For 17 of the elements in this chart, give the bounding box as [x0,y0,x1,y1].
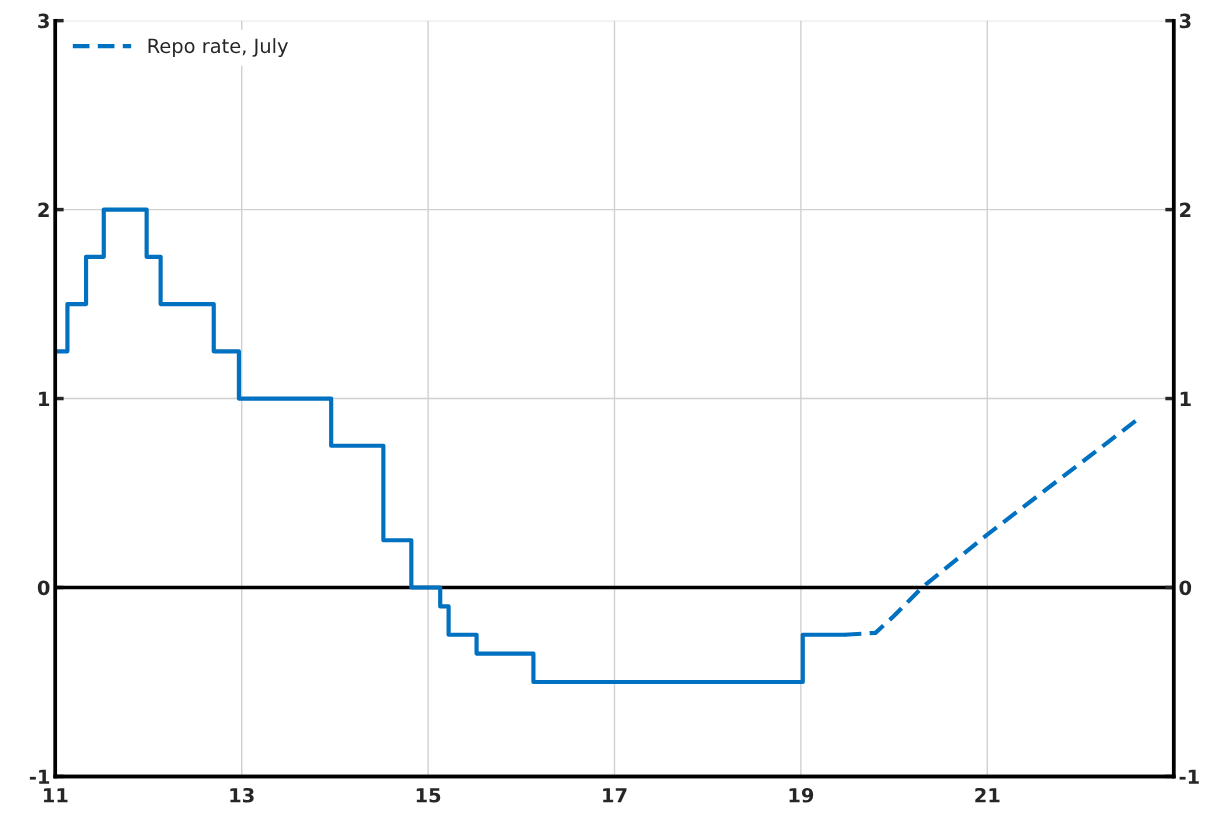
x-tick-label: 19 [789,787,814,803]
y-tick-label: 3 [38,13,49,29]
y2-tick-label: 1 [1180,391,1191,406]
y-tick-label: -1 [29,769,50,784]
y2-tick-label: 0 [1179,580,1192,596]
x-tick-label: 11 [43,788,68,803]
y-tick-label: 2 [38,202,49,217]
x-tick-label: 21 [975,787,1000,803]
y2-tick-label: 3 [1179,13,1191,29]
x-tick-label: 13 [230,787,254,803]
x-tick-label: 15 [416,788,441,803]
y2-tick-label: -1 [1179,769,1199,784]
legend-label: Repo rate, July [148,38,288,57]
y-tick-label: 0 [37,580,50,596]
y-tick-label: 1 [39,391,50,406]
y2-tick-label: 2 [1180,202,1191,217]
x-tick-label: 17 [603,788,627,803]
